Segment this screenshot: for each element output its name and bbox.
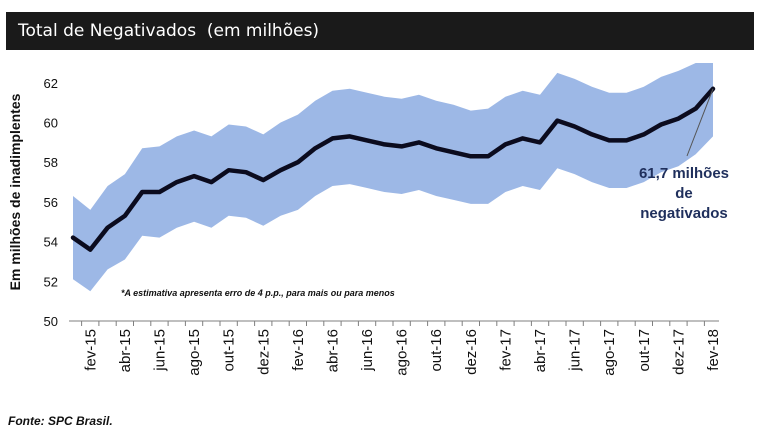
y-tick-label: 52 — [44, 274, 58, 289]
x-tick-label: ago-17 — [601, 329, 618, 376]
x-tick-label: dez-15 — [255, 329, 272, 375]
x-tick-label: abr-15 — [117, 329, 134, 372]
source-note: Fonte: SPC Brasil. — [8, 414, 113, 428]
y-tick-label: 54 — [44, 235, 58, 250]
x-tick-label: jun-17 — [567, 329, 584, 372]
x-tick-label: abr-17 — [532, 329, 549, 372]
label-layer: *A estimativa apresenta erro de 4 p.p., … — [121, 88, 729, 298]
callout-leader — [686, 88, 714, 157]
callout-line: 61,7 milhões — [639, 165, 729, 182]
x-tick-label: ago-15 — [186, 329, 203, 376]
y-tick-label: 58 — [44, 155, 58, 170]
error-band — [73, 63, 713, 292]
error-note: *A estimativa apresenta erro de 4 p.p., … — [121, 288, 395, 298]
callout-line: de — [675, 185, 693, 202]
x-tick-label: jun-15 — [152, 329, 169, 372]
series-line-layer — [70, 86, 716, 252]
x-tick-label: ago-16 — [394, 329, 411, 376]
axis-layer: 50 52 54 56 58 60 62 fev-15 abr-15 jun-15 ago-15 ou… — [7, 76, 722, 376]
header-bar: Total de Negativados (em milhões) — [6, 12, 754, 50]
x-tick-label: fev-16 — [290, 329, 307, 371]
x-tick-label: out-15 — [221, 329, 238, 372]
callout-line: negativados — [640, 205, 728, 222]
x-tick-label: dez-17 — [670, 329, 687, 375]
x-tick-label: abr-16 — [325, 329, 342, 372]
x-tick-label: fev-17 — [497, 329, 514, 371]
series-line-estimate — [70, 86, 716, 252]
error-band-layer — [73, 63, 713, 292]
x-tick-label: dez-16 — [463, 329, 480, 375]
chart-title: Total de Negativados (em milhões) — [18, 21, 320, 41]
y-axis-label: Em milhões de inadimplentes — [7, 93, 23, 290]
y-tick-label: 60 — [44, 116, 58, 131]
x-tick-label: fev-18 — [705, 329, 722, 371]
x-tick-label: out-17 — [636, 329, 653, 372]
y-tick-label: 56 — [44, 195, 58, 210]
x-tick-label: out-16 — [428, 329, 445, 372]
x-tick-label: fev-15 — [82, 329, 99, 371]
y-tick-label: 62 — [44, 76, 58, 91]
x-tick-label: jun-16 — [359, 329, 376, 372]
y-tick-label: 50 — [44, 314, 58, 329]
